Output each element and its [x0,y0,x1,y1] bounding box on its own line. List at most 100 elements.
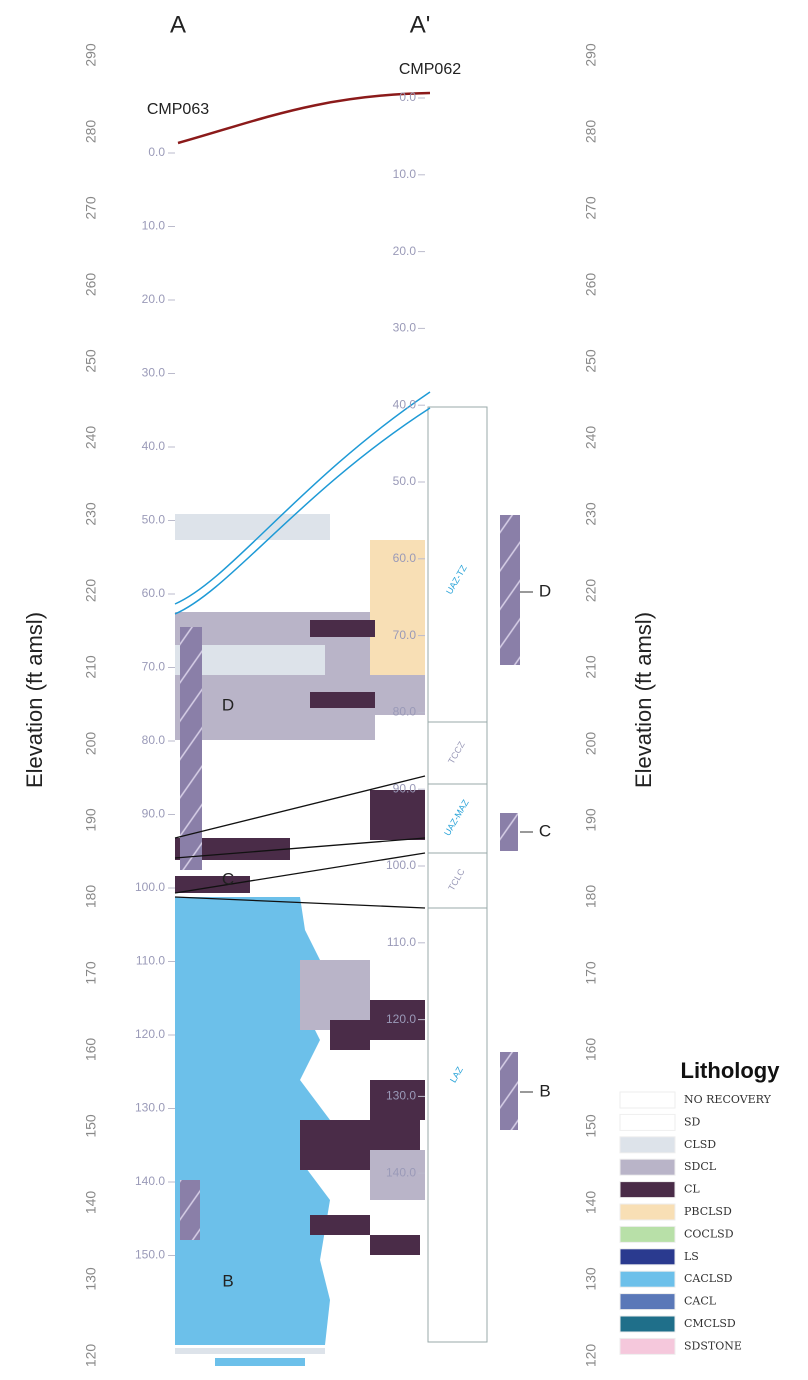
unit-box [180,1180,200,1240]
legend-swatch [620,1182,675,1198]
elevation-tick: 220 [83,579,99,603]
elevation-tick: 130 [583,1267,599,1291]
depth-label: 0.0 [399,90,416,104]
legend-label: SDCL [684,1160,717,1173]
elevation-tick: 290 [83,43,99,67]
elevation-tick: 200 [83,732,99,756]
elevation-tick: 260 [83,273,99,297]
depth-label: 80.0 [393,705,417,719]
ground-surface [178,93,430,143]
elevation-tick: 290 [583,43,599,67]
depth-label: 0.0 [148,145,165,159]
legend-label: CLSD [684,1138,716,1151]
well-name: CMP063 [147,101,209,118]
unit-label: C [222,869,234,888]
lithology-band [310,620,375,637]
legend-label: CACLSD [684,1272,733,1285]
section-start: A [170,11,186,38]
elevation-tick: 120 [83,1344,99,1368]
lithology-band [215,1358,305,1366]
depth-label: 60.0 [393,551,417,565]
unit-box [500,1052,518,1130]
elevation-tick: 250 [83,349,99,373]
lithology-band [310,1215,370,1235]
depth-label: 100.0 [386,858,416,872]
elevation-tick: 160 [583,1038,599,1062]
unit-box [500,813,518,851]
depth-label: 70.0 [393,628,417,642]
depth-label: 90.0 [393,781,417,795]
elevation-tick: 180 [583,885,599,909]
depth-label: 50.0 [142,513,166,527]
elevation-tick: 170 [83,961,99,985]
legend-label: CL [684,1183,700,1196]
legend-label: LS [684,1250,699,1263]
elevation-tick: 270 [583,196,599,220]
elevation-tick: 250 [583,349,599,373]
lithology-band [175,514,330,540]
elevation-tick: 260 [583,273,599,297]
lithology-band [310,692,375,708]
legend-swatch [620,1271,675,1287]
elevation-tick: 130 [83,1267,99,1291]
lithology-band [370,790,425,840]
legend-swatch [620,1114,675,1130]
depth-label: 40.0 [393,397,417,411]
depth-label: 20.0 [142,292,166,306]
unit-label: D [222,695,234,714]
axis-label: Elevation (ft amsl) [631,612,656,788]
unit-label: C [539,821,551,840]
legend-swatch [620,1226,675,1242]
depth-label: 120.0 [135,1027,165,1041]
elevation-tick: 150 [583,1114,599,1138]
depth-label: 140.0 [386,1165,416,1179]
elevation-tick: 140 [83,1191,99,1215]
depth-label: 80.0 [142,733,166,747]
depth-label: 50.0 [393,474,417,488]
depth-label: 130.0 [386,1089,416,1103]
legend-swatch [620,1249,675,1265]
lithology-band [300,960,370,1030]
well-name: CMP062 [399,61,461,78]
depth-label: 40.0 [142,439,166,453]
elevation-tick: 200 [583,732,599,756]
elevation-tick: 170 [583,961,599,985]
elevation-tick: 190 [583,808,599,832]
cross-section: A A' CMP063 CMP062 Elevation (ft amsl) E… [0,0,808,1380]
elevation-tick: 280 [583,120,599,144]
legend-label: PBCLSD [684,1205,732,1218]
legend-swatch [620,1092,675,1108]
unit-label: D [539,581,551,600]
elevation-tick: 280 [83,120,99,144]
elevation-tick: 150 [83,1114,99,1138]
legend-swatch [620,1204,675,1220]
legend-label: COCLSD [684,1227,734,1240]
lithology-band [175,876,250,893]
elevation-tick: 190 [83,808,99,832]
lithology-band [370,1235,420,1255]
legend-label: SDSTONE [684,1339,742,1352]
depth-label: 120.0 [386,1012,416,1026]
legend-swatch [620,1159,675,1175]
depth-label: 30.0 [393,321,417,335]
lithology-band [330,1020,370,1050]
lithology-band [175,740,375,838]
elevation-tick: 210 [83,655,99,679]
legend-label: SD [684,1115,701,1128]
elevation-tick: 120 [583,1344,599,1368]
legend-label: CACL [684,1295,717,1308]
elevation-tick: 240 [83,426,99,450]
legend-swatch [620,1137,675,1153]
axis-label: Elevation (ft amsl) [22,612,47,788]
elevation-tick: 240 [583,426,599,450]
elevation-tick: 220 [583,579,599,603]
legend-title: Lithology [681,1058,781,1083]
elevation-tick: 230 [583,502,599,526]
depth-label: 30.0 [142,366,166,380]
unit-box [500,515,520,665]
legend-swatch [620,1294,675,1310]
depth-label: 140.0 [135,1174,165,1188]
depth-label: 110.0 [387,935,416,949]
elevation-tick: 230 [83,502,99,526]
depth-label: 110.0 [136,954,165,968]
